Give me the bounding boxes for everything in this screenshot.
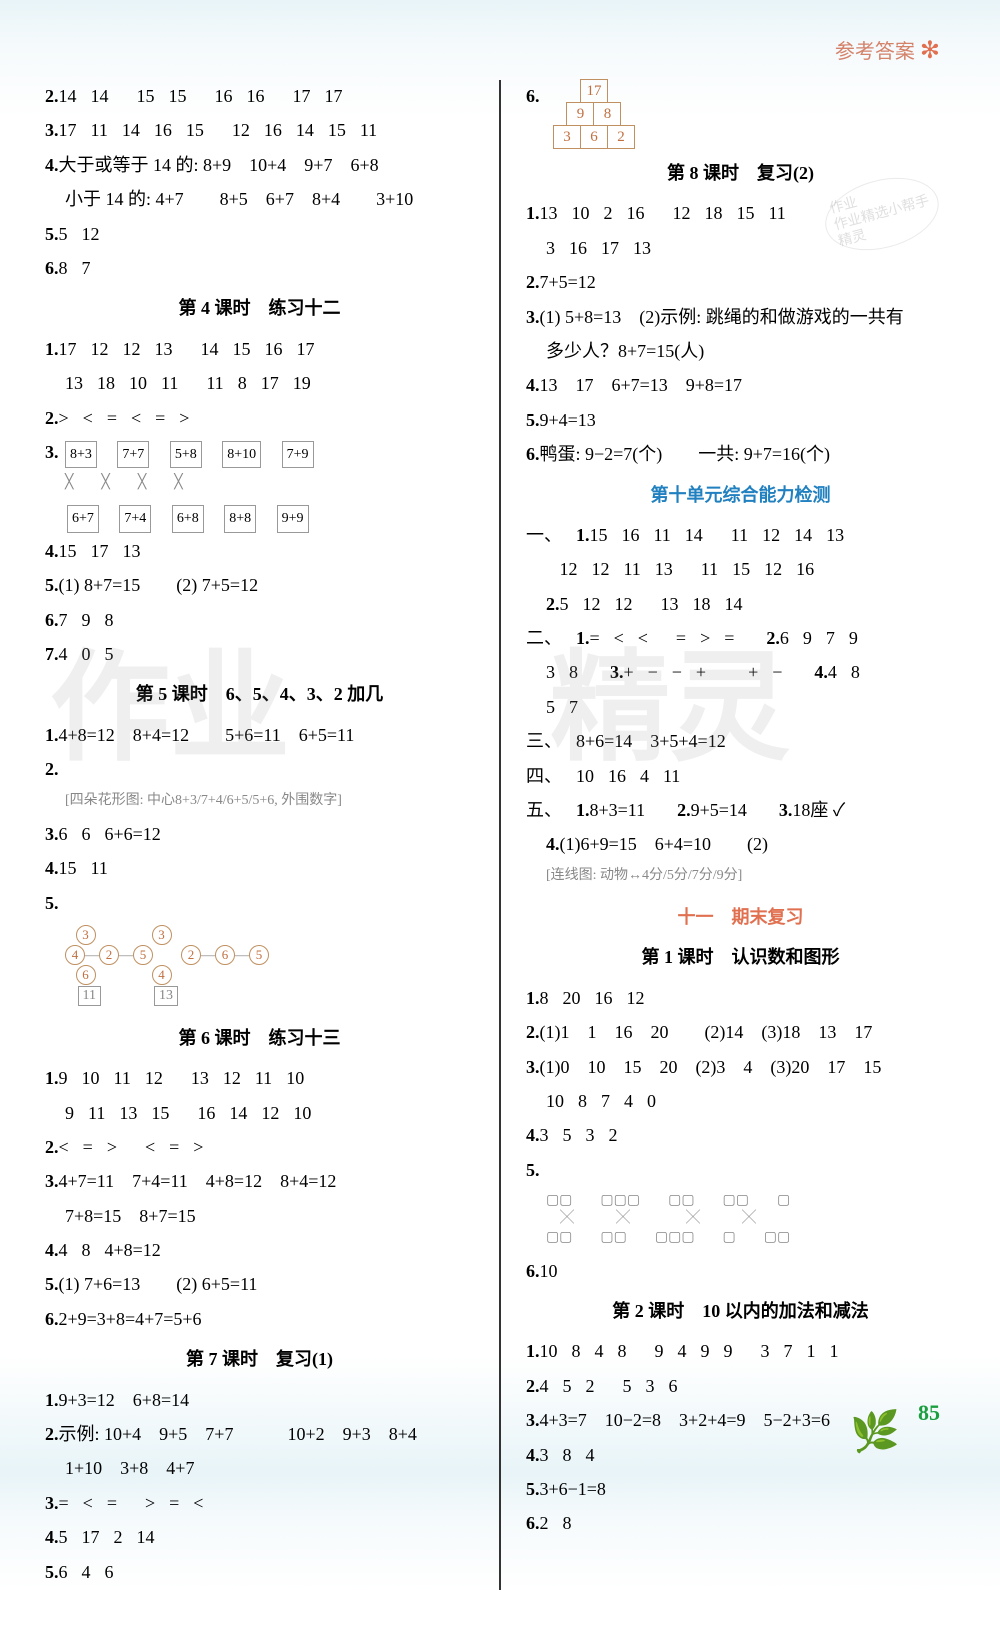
answer-line: 1212111311151216 (526, 553, 955, 585)
answer-line: 2. (45, 753, 474, 785)
answer-line: 3.(1)0 10 15 20 (2)3 4 (3)20 17 15 (526, 1051, 955, 1083)
answer-line: 6+7 7+4 6+8 8+8 9+9 (45, 500, 474, 532)
section-title: 第 2 课时 10 以内的加法和减法 (526, 1295, 955, 1327)
answer-line: 1.8201612 (526, 982, 955, 1014)
answer-line: 6. 17 98 362 (526, 80, 955, 149)
answer-line: 1.9+3=12 6+8=14 (45, 1384, 474, 1416)
flower-diagram: [四朵花形图: 中心8+3/7+4/6+5/5+6, 外围数字] (45, 788, 474, 818)
section-title: 第 1 课时 认识数和图形 (526, 941, 955, 973)
answer-line: 4.大于或等于 14 的: 8+9 10+4 9+7 6+8 (45, 149, 474, 181)
answer-line: 4.1511 (45, 852, 474, 884)
seaweed-decoration: 🌿 (850, 1396, 900, 1468)
answer-line: 2.示例: 10+4 9+5 7+7 10+2 9+3 8+4 (45, 1418, 474, 1450)
answer-line: 3. 8+3 7+7 5+8 8+10 7+9 (45, 436, 474, 468)
answer-line: 6.2+9=3+8=4+7=5+6 (45, 1303, 474, 1335)
answer-line: 3.4+7=11 7+4=11 4+8=12 8+4=12 (45, 1165, 474, 1197)
answer-line: 131810111181719 (45, 367, 474, 399)
answer-line: 3.17111416151216141511 (45, 114, 474, 146)
answer-line: 多少人？8+7=15(人) (526, 335, 955, 367)
section-title: 第 5 课时 6、5、4、3、2 加几 (45, 678, 474, 710)
match-diagram: [连线图: 动物↔4分/5分/7分/9分] (526, 863, 955, 893)
answer-line: 1+10 3+8 4+7 (45, 1452, 474, 1484)
answer-line: 4.3532 (526, 1119, 955, 1151)
answer-line: 小于 14 的: 4+7 8+5 6+7 8+4 3+10 (45, 183, 474, 215)
answer-line: 2.7+5=12 (526, 266, 955, 298)
answer-line: 911131516141210 (45, 1097, 474, 1129)
tree-diagram: 3 3 4—2—5 2—6—5 6 4 11 13 (45, 921, 474, 1014)
answer-line: 6.87 (45, 252, 474, 284)
page-number: 85 (918, 1393, 940, 1433)
answer-line: 二、1.=<<=>= 2.6979 (526, 622, 955, 654)
answer-line: 4.484+8=12 (45, 1234, 474, 1266)
answer-line: 一、1.1516111411121413 (526, 519, 955, 551)
answer-line: 4.(1)6+9=15 6+4=10 (2) (526, 828, 955, 860)
answer-line: 108740 (526, 1085, 955, 1117)
answer-line: 7+8=15 8+7=15 (45, 1200, 474, 1232)
star-icon: ✻ (920, 38, 940, 64)
answer-line: 三、8+6=14 3+5+4=12 (526, 725, 955, 757)
answer-line: 6.28 (526, 1507, 955, 1539)
answer-line: 5.646 (45, 1556, 474, 1588)
answer-line: 5.9+4=13 (526, 404, 955, 436)
cross-diagram: ╳ ╳ ╳ ╳ (45, 470, 474, 500)
answer-line: 3.666+6=12 (45, 818, 474, 850)
section-title: 第 7 课时 复习(1) (45, 1343, 474, 1375)
section-title: 第 4 课时 练习十二 (45, 292, 474, 324)
cube-diagram: ▢▢ ▢▢▢ ▢▢ ▢▢ ▢ ╳ ╳ ╳ ╳▢▢ ▢▢ ▢▢▢ ▢ ▢▢ (526, 1188, 955, 1255)
answer-line: 1.910111213121110 (45, 1062, 474, 1094)
answer-line: 5.3+6−1=8 (526, 1473, 955, 1505)
answer-line: 4.517214 (45, 1521, 474, 1553)
section-title-orange: 十一 期末复习 (526, 901, 955, 933)
answer-line: 4.13 17 6+7=13 9+8=17 (526, 369, 955, 401)
right-column: 6. 17 98 362 第 8 课时 复习(2) 1.131021612181… (526, 80, 955, 1590)
answer-line: 3.(1) 5+8=13 (2)示例: 跳绳的和做游戏的一共有 (526, 301, 955, 333)
header-title: 参考答案 (835, 41, 915, 63)
answer-line: 2.<=><=> (45, 1131, 474, 1163)
section-title: 第 6 课时 练习十三 (45, 1022, 474, 1054)
answer-line: 五、1.8+3=11 2.9+5=14 3.18座 ✓ (526, 794, 955, 826)
answer-line: 1.4+8=12 8+4=12 5+6=11 6+5=11 (45, 719, 474, 751)
answer-line: 57 (526, 691, 955, 723)
answer-line: 5.512 (45, 218, 474, 250)
answer-line: 5. (526, 1154, 955, 1186)
answer-line: 四、1016411 (526, 760, 955, 792)
answer-line: 5.(1) 7+6=13 (2) 6+5=11 (45, 1268, 474, 1300)
section-title-blue: 第十单元综合能力检测 (526, 479, 955, 511)
answer-line: 6.鸭蛋: 9−2=7(个) 一共: 9+7=16(个) (526, 438, 955, 470)
answer-line: 5.(1) 8+7=15 (2) 7+5=12 (45, 569, 474, 601)
answer-line: 7.405 (45, 638, 474, 670)
answer-line: 2.1414151516161717 (45, 80, 474, 112)
answer-line: 38 3.+−−++− 4.48 (526, 656, 955, 688)
answer-line: 1.1712121314151617 (45, 333, 474, 365)
page-header: 参考答案 ✻ (835, 30, 940, 73)
answer-line: 6.10 (526, 1255, 955, 1287)
answer-line: 1.1084894993711 (526, 1335, 955, 1367)
answer-line: 2.><=<=> (45, 402, 474, 434)
answer-line: 2.(1)1 1 16 20 (2)14 (3)18 13 17 (526, 1016, 955, 1048)
answer-line: 3.=<=>=< (45, 1487, 474, 1519)
answer-line: 4.151713 (45, 535, 474, 567)
answer-line: 6.798 (45, 604, 474, 636)
pyramid-diagram: 17 98 362 (554, 80, 635, 149)
column-divider (499, 80, 501, 1590)
answer-line: 5. (45, 887, 474, 919)
answer-line: 2.51212131814 (526, 588, 955, 620)
left-column: 2.1414151516161717 3.1711141615121614151… (45, 80, 474, 1590)
